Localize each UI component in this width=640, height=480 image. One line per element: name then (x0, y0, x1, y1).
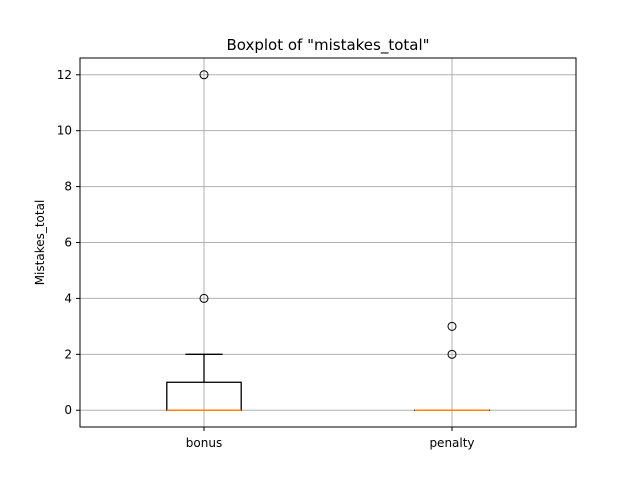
box-group-bonus (166, 70, 242, 411)
y-tick-label: 8 (64, 180, 72, 194)
ticks: 0 2 4 6 8 10 12 bonus penalty (57, 68, 475, 450)
boxes (166, 70, 490, 411)
y-tick-label: 0 (64, 403, 72, 417)
x-tick-label-penalty: penalty (429, 436, 474, 450)
outlier-point (199, 70, 209, 80)
y-tick-label: 10 (57, 124, 72, 138)
y-tick-label: 12 (57, 68, 72, 82)
outlier-point (447, 349, 457, 359)
y-tick-label: 4 (64, 291, 72, 305)
outlier-point (199, 293, 209, 303)
y-axis-label: Mistakes_total (33, 200, 47, 286)
y-tick-label: 2 (64, 347, 72, 361)
box-group-penalty (414, 321, 490, 411)
grid (80, 58, 576, 427)
x-tick-label-bonus: bonus (186, 436, 222, 450)
outlier-point (447, 321, 457, 331)
chart-title: Boxplot of "mistakes_total" (226, 36, 429, 55)
y-tick-label: 6 (64, 236, 72, 250)
